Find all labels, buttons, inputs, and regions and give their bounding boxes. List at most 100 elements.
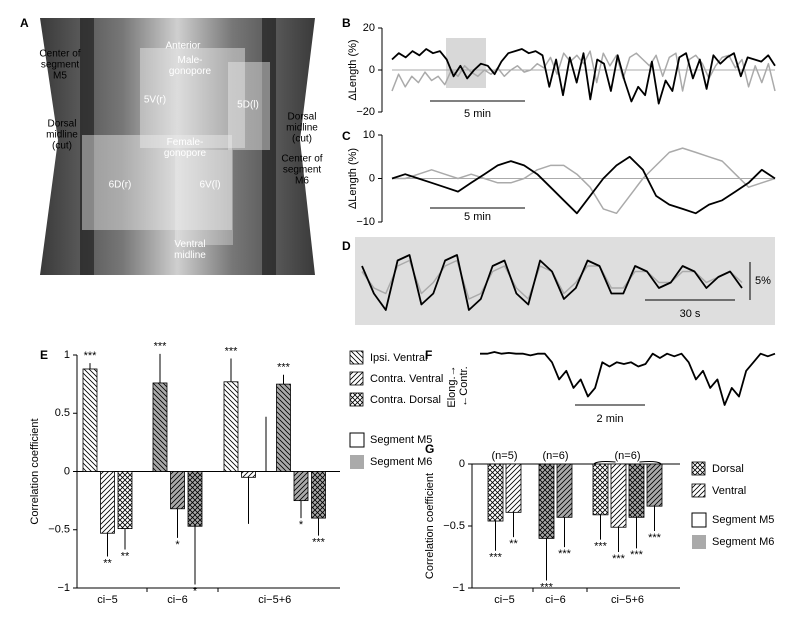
bar xyxy=(505,463,522,513)
bar xyxy=(100,471,115,534)
y-axis-title: Elong.→ xyxy=(446,365,458,407)
significance: *** xyxy=(612,553,626,565)
bar xyxy=(592,463,609,516)
photo-label: segment xyxy=(41,60,80,71)
significance: ** xyxy=(103,557,112,569)
legend-swatch xyxy=(692,535,706,549)
scale-bar-label: 5 min xyxy=(464,108,491,120)
region xyxy=(228,62,270,150)
significance: *** xyxy=(225,345,239,357)
y-tick-label: 20 xyxy=(363,22,375,34)
legend-label: Ventral xyxy=(712,485,746,497)
significance: *** xyxy=(648,532,662,544)
legend-label: Contra. Ventral xyxy=(370,373,443,385)
line-series xyxy=(480,351,776,406)
panel-d-background xyxy=(355,237,775,325)
photo-label: (cut) xyxy=(292,134,312,145)
y-axis-title: ΔLength (%) xyxy=(347,39,359,100)
y-tick-label: 1 xyxy=(64,349,70,361)
bar xyxy=(628,463,645,518)
bar xyxy=(187,471,203,527)
bar xyxy=(152,382,168,472)
x-tick-label: ci−6 xyxy=(545,594,566,606)
line-series xyxy=(391,48,776,105)
y-tick-label: −1 xyxy=(452,582,465,594)
legend-label: Segment M6 xyxy=(370,456,432,468)
panel-label: D xyxy=(342,239,351,253)
x-tick-label: ci−5+6 xyxy=(258,594,291,606)
photo-label: M5 xyxy=(53,71,67,82)
legend-swatch xyxy=(349,392,364,407)
photo-label: midline xyxy=(46,130,78,141)
bar xyxy=(241,471,256,478)
legend-swatch xyxy=(349,432,365,448)
stripe xyxy=(262,18,276,275)
stripe xyxy=(80,18,94,275)
y-axis-title: ΔLength (%) xyxy=(347,148,359,209)
legend-label: Segment M5 xyxy=(370,434,432,446)
bar xyxy=(276,383,291,472)
region xyxy=(175,150,233,245)
scale-bar-label: 5 min xyxy=(464,211,491,223)
legend-swatch xyxy=(691,483,706,498)
bar xyxy=(538,463,555,539)
bar xyxy=(82,368,98,472)
significance: *** xyxy=(84,350,98,362)
bar xyxy=(556,463,573,518)
photo-label: midline xyxy=(286,123,318,134)
scale-bar-label: 2 min xyxy=(597,413,624,425)
line-series xyxy=(361,254,743,311)
y-tick-label: −0.5 xyxy=(48,524,70,536)
highlight xyxy=(446,38,486,88)
photo-label: midline xyxy=(174,250,206,261)
legend-label: Dorsal xyxy=(712,463,744,475)
y-tick-label: −0.5 xyxy=(443,520,465,532)
significance: *** xyxy=(630,549,644,561)
photo-label: (cut) xyxy=(52,141,72,152)
region xyxy=(82,135,232,230)
photo-label: 6D(r) xyxy=(109,180,132,191)
legend-swatch xyxy=(691,512,707,528)
significance: *** xyxy=(558,548,572,560)
y-tick-label: 0.5 xyxy=(55,407,70,419)
photo-label: 5D(l) xyxy=(237,100,259,111)
legend-swatch xyxy=(349,350,364,365)
bar xyxy=(487,463,504,522)
panel-label: C xyxy=(342,129,351,143)
scale-bar-label: 30 s xyxy=(680,308,701,320)
bar xyxy=(170,471,185,510)
significance: *** xyxy=(540,581,554,593)
photo-label: Dorsal xyxy=(288,112,317,123)
legend-label: Contra. Dorsal xyxy=(370,394,441,406)
y-axis-title: Correlation coefficient xyxy=(29,418,41,524)
y-tick-label: 0 xyxy=(64,465,70,477)
y-tick-label: 0 xyxy=(459,458,465,470)
y-axis-title: Correlation coefficient xyxy=(424,473,436,579)
region xyxy=(140,48,245,148)
photo-label: Ventral xyxy=(174,239,205,250)
legend-swatch xyxy=(691,461,706,476)
photo-label: Male- xyxy=(177,55,202,66)
significance: *** xyxy=(154,341,168,353)
y-tick-label: −20 xyxy=(356,106,375,118)
bar xyxy=(223,381,239,472)
significance: * xyxy=(193,585,198,597)
panel-label: A xyxy=(20,16,29,30)
group-note: (n=6) xyxy=(615,450,641,462)
x-tick-label: ci−5 xyxy=(494,594,515,606)
photo-label: Center of xyxy=(281,154,322,165)
y-tick-label: −10 xyxy=(356,216,375,228)
y-tick-label: 0 xyxy=(369,172,375,184)
photo-label: gonopore xyxy=(169,66,212,77)
significance: *** xyxy=(489,552,503,564)
x-tick-label: ci−5 xyxy=(97,594,118,606)
bar xyxy=(117,471,133,529)
significance: *** xyxy=(594,541,608,553)
bar xyxy=(311,471,326,519)
photo-label: Anterior xyxy=(165,41,201,52)
significance: *** xyxy=(277,362,291,374)
panel-label: G xyxy=(425,442,434,456)
photo-label: 5V(r) xyxy=(144,95,166,106)
significance: ** xyxy=(509,538,518,550)
